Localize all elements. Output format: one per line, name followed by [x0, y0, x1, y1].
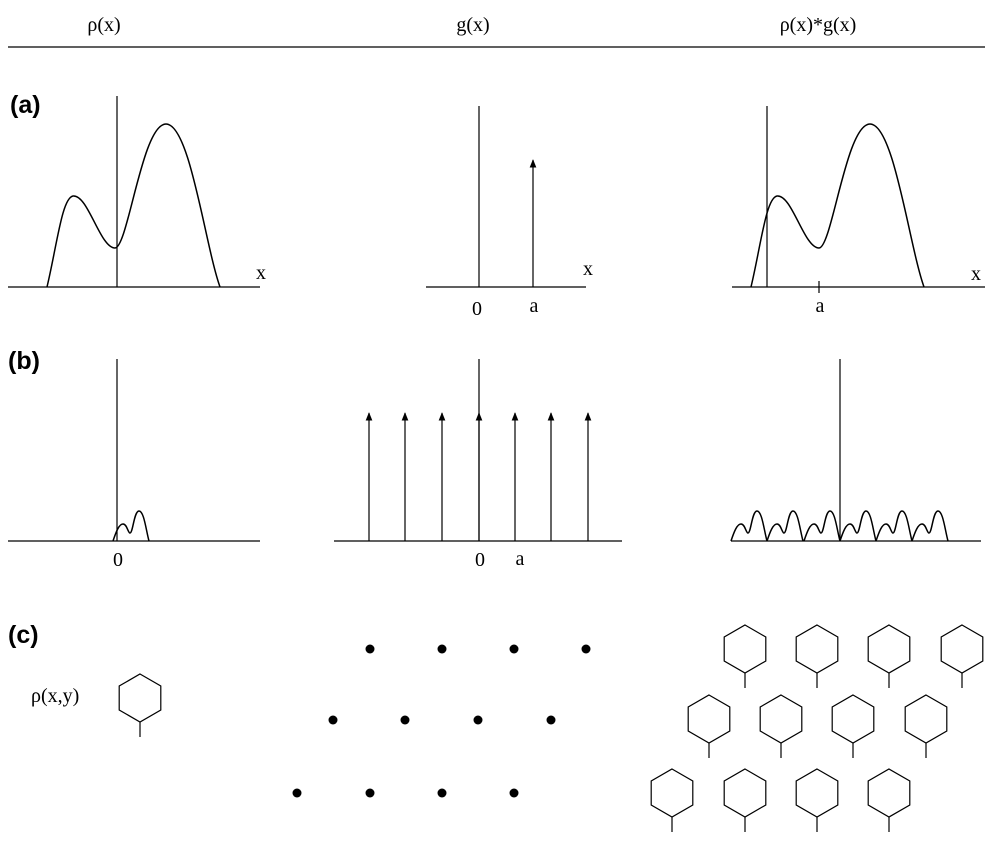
header-rho: ρ(x)	[87, 14, 120, 36]
lattice-point	[509, 644, 519, 654]
density-bump	[803, 510, 841, 542]
row-a-tag: (a)	[10, 91, 41, 119]
lattice-point	[546, 715, 556, 725]
header-convolution: ρ(x)*g(x)	[780, 14, 857, 36]
header-g: g(x)	[456, 14, 489, 36]
row-b-tag: (b)	[8, 347, 40, 375]
row-c-crystal-panel	[650, 624, 984, 832]
hexagon-ring	[867, 768, 911, 818]
hexagon-molecule	[904, 694, 948, 758]
origin-label: 0	[472, 298, 482, 320]
row-a-convolution-panel: x a	[732, 106, 985, 317]
lattice-point	[437, 644, 447, 654]
lattice-point	[581, 644, 591, 654]
hexagon-ring	[759, 694, 803, 744]
hexagon-ring	[795, 768, 839, 818]
density-curve	[46, 123, 221, 288]
row-a-g-panel: x 0 a	[426, 106, 593, 320]
hexagon-molecule	[940, 624, 984, 688]
hexagon-ring	[904, 694, 948, 744]
origin-label: 0	[113, 549, 123, 571]
axis-label-x: x	[256, 262, 266, 284]
row-a-rho-panel: x	[8, 96, 266, 288]
hexagon-ring	[118, 673, 162, 723]
hexagon-molecule	[759, 694, 803, 758]
spacing-label-a: a	[516, 548, 525, 570]
density-bumps	[112, 510, 150, 542]
column-headers: ρ(x) g(x) ρ(x)*g(x)	[8, 14, 985, 48]
hexagon-ring	[723, 624, 767, 674]
hexagon-molecule	[867, 624, 911, 688]
hexagon-ring	[831, 694, 875, 744]
density-bump	[839, 510, 877, 542]
hexagon-ring	[650, 768, 694, 818]
row-c-lattice-panel	[292, 644, 591, 798]
axis-label-x: x	[583, 258, 593, 280]
hexagon-molecule	[687, 694, 731, 758]
hexagon-motif	[118, 673, 162, 737]
hexagon-ring	[795, 624, 839, 674]
hexagon-ring	[940, 624, 984, 674]
shift-label-a: a	[816, 295, 825, 317]
lattice-point	[365, 644, 375, 654]
axis-label-x: x	[971, 263, 981, 285]
density-bump	[875, 510, 913, 542]
hexagon-molecule	[831, 694, 875, 758]
density-bump	[730, 510, 768, 542]
lattice-point	[400, 715, 410, 725]
hexagon-ring	[687, 694, 731, 744]
lattice-point	[473, 715, 483, 725]
hexagon-ring	[723, 768, 767, 818]
row-b-convolution-panel	[730, 359, 981, 542]
hexagon-molecule	[723, 768, 767, 832]
hexagon-molecule	[723, 624, 767, 688]
hexagon-ring	[867, 624, 911, 674]
lattice-point	[292, 788, 302, 798]
row-c-tag: (c)	[8, 621, 39, 649]
motif-label: ρ(x,y)	[31, 685, 79, 707]
lattice-point	[365, 788, 375, 798]
row-c-motif-panel: ρ(x,y)	[31, 673, 162, 737]
density-bump	[911, 510, 949, 542]
hexagon-molecule	[795, 768, 839, 832]
hexagon-molecule	[795, 624, 839, 688]
delta-comb	[365, 412, 592, 541]
lattice-point	[437, 788, 447, 798]
hexagon-molecule	[650, 768, 694, 832]
shifted-density-curve	[750, 123, 925, 288]
hexagon-molecule	[867, 768, 911, 832]
lattice-point	[509, 788, 519, 798]
density-bump	[766, 510, 804, 542]
origin-label: 0	[475, 549, 485, 571]
hexagon-molecule	[118, 673, 162, 737]
shift-label-a: a	[530, 295, 539, 317]
lattice-point	[328, 715, 338, 725]
periodic-density	[730, 510, 949, 542]
row-b-g-panel: 0 a	[334, 359, 622, 571]
row-b-rho-panel: 0	[8, 359, 260, 571]
